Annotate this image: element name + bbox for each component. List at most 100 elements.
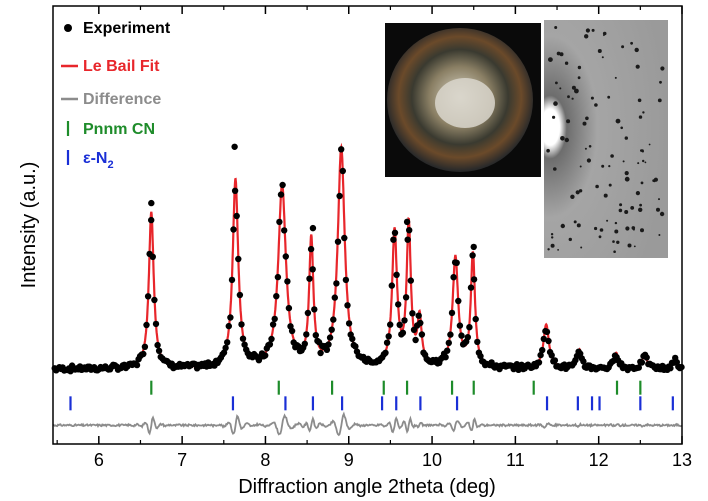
experiment-point — [227, 314, 234, 321]
experiment-point — [470, 243, 477, 251]
experiment-point — [401, 317, 408, 324]
diffraction-spot — [624, 210, 629, 214]
experiment-point — [387, 321, 394, 328]
experiment-point — [580, 358, 587, 365]
diffraction-spot — [640, 181, 644, 185]
diffraction-spot — [586, 158, 592, 163]
diffraction-spot — [637, 98, 642, 103]
experiment-point — [307, 245, 315, 253]
experiment-point — [304, 309, 312, 317]
experiment-point — [442, 354, 449, 361]
experiment-point — [326, 334, 334, 341]
diffraction-spot — [546, 148, 550, 153]
experiment-point — [239, 335, 247, 342]
experiment-point — [577, 350, 584, 357]
experiment-point — [383, 339, 391, 346]
experiment-point — [238, 321, 245, 328]
diffraction-spot — [571, 85, 576, 90]
diffraction-spot — [614, 229, 619, 234]
experiment-point — [155, 347, 163, 354]
experiment-point — [328, 326, 335, 333]
experiment-point — [448, 309, 456, 317]
experiment-point — [241, 341, 248, 348]
diffraction-spot — [642, 111, 645, 114]
x-tick-label: 6 — [94, 450, 104, 470]
diffraction-spot — [566, 119, 571, 124]
diffraction-spot — [652, 179, 655, 182]
diffraction-spot — [634, 47, 639, 53]
x-tick-label: 11 — [506, 450, 525, 470]
experiment-point — [151, 296, 158, 304]
diffraction-spot — [642, 159, 645, 163]
diffraction-spots — [546, 26, 665, 253]
experiment-point — [415, 312, 422, 319]
experiment-point — [303, 331, 310, 338]
experiment-point — [402, 294, 410, 301]
experiment-point — [288, 327, 296, 335]
experiment-point — [338, 146, 345, 153]
diffraction-spot — [554, 26, 558, 29]
experiment-point — [222, 344, 229, 352]
plot-data — [51, 142, 685, 437]
experiment-point — [225, 322, 232, 330]
diffraction-spot — [638, 115, 643, 119]
legend-marker — [64, 24, 72, 32]
diffraction-spot — [618, 208, 623, 213]
diffraction-spot — [601, 164, 605, 168]
experiment-point — [477, 352, 484, 360]
diffraction-spot — [599, 228, 604, 232]
experiment-point — [385, 333, 392, 340]
experiment-point — [148, 216, 155, 224]
experiment-point — [325, 341, 332, 348]
experiment-point — [266, 341, 274, 348]
legend-label: ε-N2 — [83, 150, 114, 171]
experiment-point — [466, 324, 473, 331]
experiment-point — [450, 274, 457, 281]
diffraction-spot — [640, 228, 644, 233]
diffraction-spot — [614, 221, 618, 225]
diffraction-spot — [597, 49, 602, 53]
experiment-point — [349, 335, 356, 343]
experiment-point — [388, 282, 395, 289]
diffraction-spot — [660, 66, 665, 71]
diffraction-spot — [639, 203, 642, 207]
diffraction-spot — [570, 194, 575, 199]
diffraction-spot — [608, 165, 611, 168]
diffraction-spot — [640, 149, 643, 152]
diffraction-spot — [603, 34, 605, 37]
diffraction-spot — [588, 145, 592, 148]
diffraction-spot — [557, 249, 559, 251]
experiment-point — [323, 346, 331, 353]
diffraction-spot — [585, 116, 589, 121]
diffraction-spot — [635, 64, 640, 69]
experiment-point — [140, 350, 147, 358]
experiment-point — [474, 338, 481, 346]
experiment-point — [276, 218, 283, 226]
experiment-point — [231, 143, 238, 150]
experiment-point — [311, 306, 318, 313]
experiment-point — [543, 328, 551, 336]
experiment-point — [284, 278, 291, 285]
experiment-point — [455, 297, 462, 305]
diffraction-spot — [659, 211, 665, 217]
experiment-point — [331, 294, 338, 301]
x-tick-label: 9 — [344, 450, 354, 470]
experiment-point — [279, 181, 286, 189]
experiment-point — [330, 316, 337, 323]
experiment-point — [396, 321, 403, 328]
x-axis-label: Diffraction angle 2theta (deg) — [238, 476, 496, 498]
experiment-point — [464, 334, 471, 341]
diffraction-spot — [608, 183, 612, 187]
diffraction-spot — [574, 88, 579, 94]
difference-curve — [52, 411, 683, 437]
plot-frame — [52, 5, 683, 445]
experiment-points — [51, 143, 685, 375]
legend-item-difference: Difference — [61, 91, 161, 108]
experiment-point — [537, 351, 544, 359]
experiment-point — [444, 347, 451, 354]
experiment-point — [301, 340, 308, 347]
experiment-point — [271, 315, 278, 323]
diffraction-spot — [648, 143, 651, 146]
x-tick-label: 10 — [422, 450, 442, 470]
